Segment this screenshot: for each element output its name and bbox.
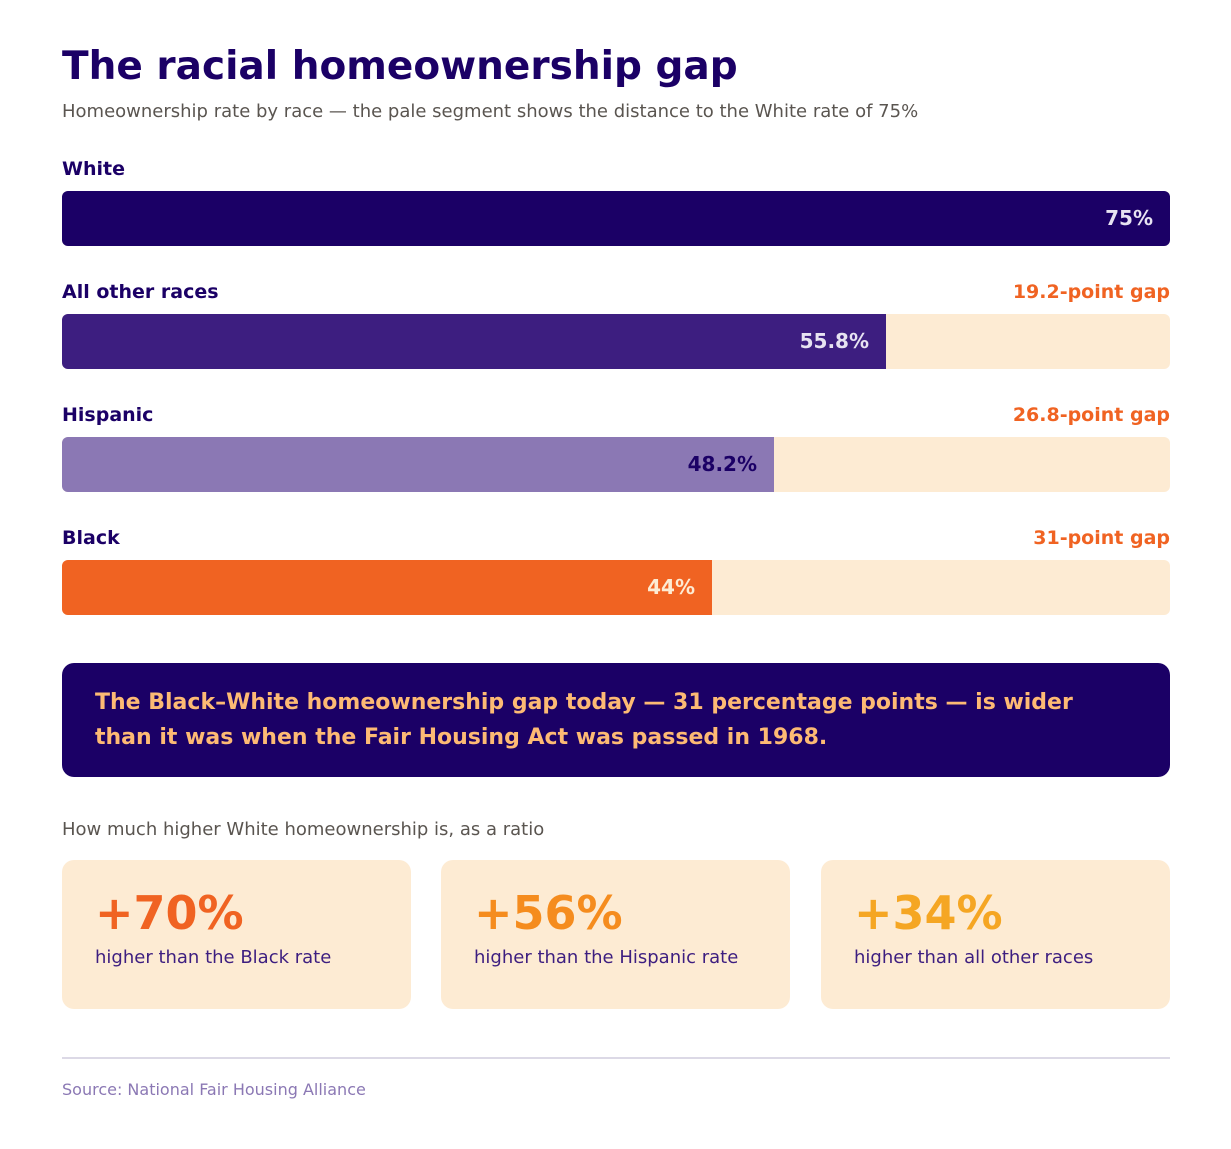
- callout-text: The Black–White homeownership gap today …: [95, 690, 1073, 750]
- ratio-description: higher than all other races: [854, 947, 1094, 968]
- bar-value-label: 48.2%: [687, 452, 757, 476]
- bar-value-label: 55.8%: [799, 329, 869, 353]
- page-title: The racial homeownership gap: [62, 44, 738, 89]
- ratio-description: higher than the Hispanic rate: [474, 947, 739, 968]
- bar-value-label: 44%: [647, 575, 695, 599]
- bar-fill: [62, 191, 1170, 246]
- gap-label: 31-point gap: [1033, 527, 1170, 549]
- bar-label: All other races: [62, 281, 219, 303]
- bar-value-label: 75%: [1105, 206, 1153, 230]
- ratio-heading: How much higher White homeownership is, …: [62, 819, 545, 840]
- bar-group-all-other-races: All other races 19.2-point gap 55.8%: [62, 281, 1170, 369]
- ratio-card-black: +70% higher than the Black rate: [62, 860, 411, 1009]
- callout-box: The Black–White homeownership gap today …: [62, 663, 1170, 777]
- page-subtitle: Homeownership rate by race — the pale se…: [62, 101, 919, 122]
- bar-fill: [62, 314, 886, 369]
- bar-track: 44%: [62, 560, 1170, 615]
- ratio-card-all-other-races: +34% higher than all other races: [821, 860, 1170, 1009]
- gap-label: 19.2-point gap: [1012, 281, 1170, 303]
- bar-label: White: [62, 158, 125, 180]
- bar-group-black: Black 31-point gap 44%: [62, 527, 1170, 615]
- bar-track: 55.8%: [62, 314, 1170, 369]
- ratio-card-hispanic: +56% higher than the Hispanic rate: [441, 860, 790, 1009]
- bar-fill: [62, 560, 712, 615]
- bar-track: 48.2%: [62, 437, 1170, 492]
- bar-group-hispanic: Hispanic 26.8-point gap 48.2%: [62, 404, 1170, 492]
- bar-label: Hispanic: [62, 404, 154, 426]
- ratio-value: +70%: [95, 886, 244, 940]
- source-note: Source: National Fair Housing Alliance: [62, 1080, 366, 1099]
- bar-fill: [62, 437, 774, 492]
- bar-label: Black: [62, 527, 120, 549]
- ratio-value: +56%: [474, 886, 623, 940]
- ratio-value: +34%: [854, 886, 1003, 940]
- bar-group-white: White 75%: [62, 158, 1170, 246]
- gap-label: 26.8-point gap: [1012, 404, 1170, 426]
- bar-track: 75%: [62, 191, 1170, 246]
- ratio-description: higher than the Black rate: [95, 947, 332, 968]
- divider: [62, 1057, 1170, 1059]
